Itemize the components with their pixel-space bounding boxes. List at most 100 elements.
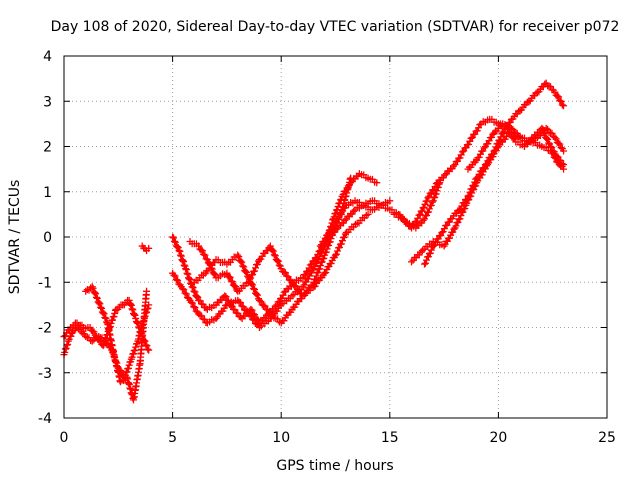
data-point: [131, 346, 139, 354]
data-point: [337, 240, 345, 248]
data-point: [509, 125, 517, 133]
x-tick-label: 10: [272, 430, 290, 446]
data-point: [470, 181, 478, 189]
data-point: [235, 253, 243, 261]
data-point: [169, 233, 177, 241]
data-point: [132, 314, 140, 322]
data-point: [251, 267, 259, 275]
data-point: [191, 288, 199, 296]
data-point: [266, 242, 274, 250]
data-point: [234, 251, 242, 259]
x-tick-label: 5: [168, 430, 177, 446]
data-point: [124, 364, 132, 372]
x-tick-label: 20: [489, 430, 507, 446]
data-point: [430, 186, 438, 194]
data-point: [243, 269, 251, 277]
data-point: [473, 174, 481, 182]
data-point: [424, 208, 432, 216]
y-tick-label: 4: [43, 49, 52, 65]
data-point: [330, 213, 338, 221]
data-point: [548, 129, 556, 137]
data-point: [318, 258, 326, 266]
data-point: [417, 248, 425, 256]
data-point: [421, 260, 429, 268]
data-point: [269, 247, 277, 255]
data-point: [95, 299, 103, 307]
data-point: [550, 153, 558, 161]
data-point: [325, 241, 333, 249]
data-point: [177, 252, 185, 260]
data-point: [133, 318, 141, 326]
data-point: [414, 214, 422, 222]
data-point: [275, 261, 283, 269]
data-point: [195, 242, 203, 250]
data-point: [326, 238, 334, 246]
data-point: [549, 150, 557, 158]
data-point: [268, 246, 276, 254]
data-point: [132, 343, 140, 351]
data-point: [429, 197, 437, 205]
data-point: [458, 148, 466, 156]
chart-title: Day 108 of 2020, Sidereal Day-to-day VTE…: [51, 19, 620, 35]
data-point: [544, 135, 552, 143]
x-tick-label: 0: [60, 430, 69, 446]
data-point: [182, 290, 190, 298]
data-point: [427, 201, 435, 209]
data-point: [422, 259, 430, 267]
tick-labels: 0 5 10 15 20 25 -4 -3 -2 -1 0 1 2 3 4: [38, 49, 616, 446]
data-point: [145, 244, 153, 252]
data-point: [456, 215, 464, 223]
data-point: [134, 319, 142, 327]
data-point: [551, 133, 559, 141]
data-point: [467, 134, 475, 142]
data-point: [89, 327, 97, 335]
data-point: [92, 293, 100, 301]
series-track-4: [138, 242, 153, 255]
data-point: [431, 193, 439, 201]
data-point: [284, 273, 292, 281]
data-point: [82, 287, 90, 295]
data-point: [295, 286, 303, 294]
data-point: [61, 348, 69, 356]
data-point: [170, 271, 178, 279]
data-point: [515, 132, 523, 140]
data-point: [415, 211, 423, 219]
data-point: [102, 314, 110, 322]
data-point: [101, 338, 109, 346]
data-point: [464, 192, 472, 200]
data-point: [171, 238, 179, 246]
data-point: [316, 242, 324, 250]
data-point: [172, 276, 180, 284]
data-point: [552, 135, 560, 143]
data-point: [180, 261, 188, 269]
data-point: [314, 268, 322, 276]
data-point: [555, 93, 563, 101]
data-point: [182, 266, 190, 274]
data-point: [245, 274, 253, 282]
data-point: [430, 241, 438, 249]
data-point: [116, 378, 124, 386]
data-point: [279, 291, 287, 299]
data-point: [191, 304, 199, 312]
data-point: [553, 92, 561, 100]
data-point: [544, 125, 552, 133]
data-point: [312, 272, 320, 280]
data-point: [551, 88, 559, 96]
data-point: [236, 299, 244, 307]
series-track-3: [82, 283, 151, 404]
data-point: [338, 237, 346, 245]
data-point: [238, 258, 246, 266]
data-point: [476, 121, 484, 129]
data-point: [463, 195, 471, 203]
data-point: [403, 219, 411, 227]
grid: [64, 56, 607, 418]
data-point: [457, 212, 465, 220]
data-point: [547, 83, 555, 91]
data-point: [211, 271, 219, 279]
data-point: [426, 249, 434, 257]
data-point: [237, 257, 245, 265]
data-point: [497, 133, 505, 141]
data-point: [437, 232, 445, 239]
data-point: [274, 257, 282, 265]
data-point: [228, 278, 236, 286]
